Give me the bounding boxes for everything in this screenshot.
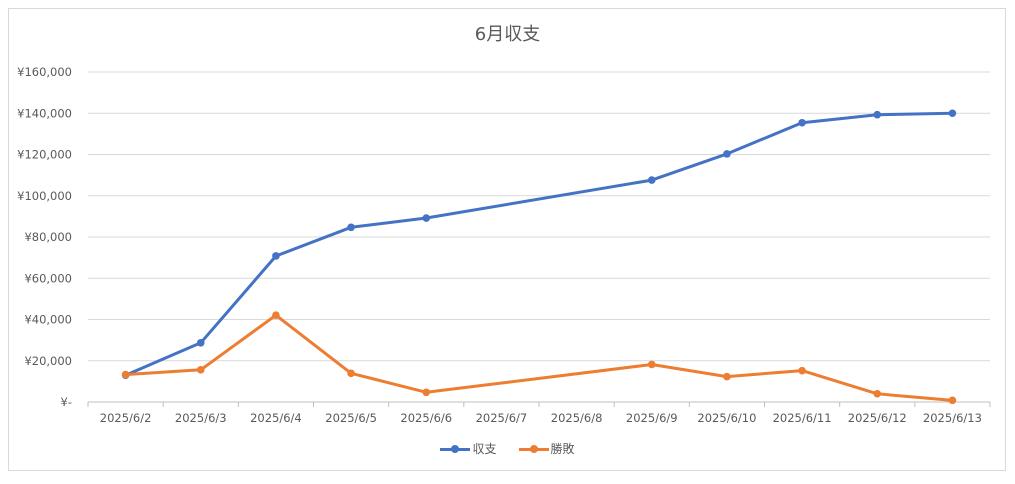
data-point xyxy=(422,214,431,222)
data-point xyxy=(347,223,355,232)
x-tick-label: 2025/6/8 xyxy=(551,411,603,425)
data-point xyxy=(798,366,806,375)
legend-label: 収支 xyxy=(472,442,497,456)
data-point xyxy=(647,360,656,369)
y-tick-label: ¥40,000 xyxy=(24,313,72,327)
data-point xyxy=(723,372,731,381)
data-point xyxy=(196,339,205,347)
legend-swatch xyxy=(440,443,471,455)
legend-swatch xyxy=(518,443,549,455)
data-point xyxy=(873,389,882,398)
chart-title: 6月収支 xyxy=(474,24,541,45)
y-tick-label: ¥- xyxy=(61,395,72,409)
legend-label: 勝敗 xyxy=(550,442,575,456)
data-point xyxy=(422,388,431,397)
x-tick-label: 2025/6/4 xyxy=(250,411,302,425)
x-tick-label: 2025/6/5 xyxy=(325,411,377,425)
chart-legend: 収支 勝敗 xyxy=(0,440,1015,457)
x-tick-label: 2025/6/7 xyxy=(476,411,528,425)
y-tick-label: ¥160,000 xyxy=(17,65,72,79)
chart-frame xyxy=(8,8,1006,471)
y-tick-label: ¥80,000 xyxy=(24,230,72,244)
data-point xyxy=(121,370,130,379)
data-point xyxy=(196,366,205,374)
series-line-2 xyxy=(124,313,954,402)
x-tick-label: 2025/6/12 xyxy=(848,411,907,425)
y-tick-label: ¥60,000 xyxy=(24,271,72,285)
x-tick-label: 2025/6/13 xyxy=(923,411,982,425)
y-tick-label: ¥20,000 xyxy=(24,354,72,368)
y-tick-label: ¥100,000 xyxy=(17,189,72,203)
x-tick-label: 2025/6/11 xyxy=(773,411,832,425)
data-point xyxy=(647,176,656,184)
data-point xyxy=(948,396,957,405)
data-point xyxy=(723,150,731,158)
x-tick-label: 2025/6/3 xyxy=(175,411,227,425)
y-tick-label: ¥140,000 xyxy=(17,106,72,120)
data-point xyxy=(347,369,355,378)
data-point xyxy=(948,109,957,118)
data-point xyxy=(272,311,280,319)
data-point xyxy=(873,110,882,119)
legend-item: 収支 xyxy=(440,440,497,457)
x-tick-label: 2025/6/10 xyxy=(697,411,756,425)
y-tick-label: ¥120,000 xyxy=(17,148,72,162)
x-tick-label: 2025/6/6 xyxy=(400,411,452,425)
x-tick-label: 2025/6/9 xyxy=(626,411,678,425)
data-point xyxy=(272,252,280,260)
legend-item: 勝敗 xyxy=(518,440,575,457)
data-point xyxy=(798,118,806,127)
x-tick-label: 2025/6/2 xyxy=(100,411,152,425)
series-line-1 xyxy=(124,111,954,377)
